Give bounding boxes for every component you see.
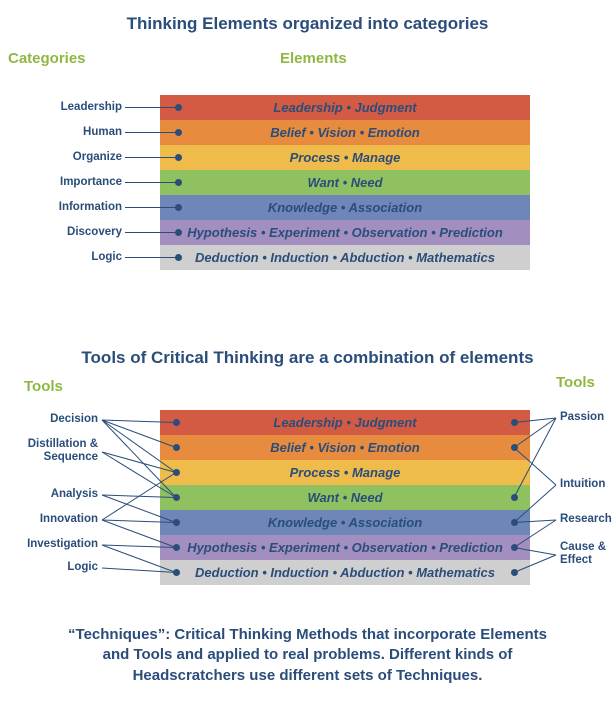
element-row: Process • Manage <box>160 460 530 485</box>
connector-dot <box>175 229 182 236</box>
tool-label-right: Research <box>560 513 612 525</box>
tool-label-left: Innovation <box>40 513 98 525</box>
category-label: Discovery <box>67 226 122 238</box>
label-tools-left: Tools <box>24 378 63 395</box>
connector-dot <box>511 544 518 551</box>
connector-dot <box>175 254 182 261</box>
category-label: Organize <box>73 151 122 163</box>
tool-label-right: Cause &Effect <box>560 541 606 566</box>
label-categories: Categories <box>8 50 86 67</box>
connector-dot <box>173 519 180 526</box>
element-row: Leadership • Judgment <box>160 95 530 120</box>
element-row: Deduction • Induction • Abduction • Math… <box>160 245 530 270</box>
connector-dot <box>511 419 518 426</box>
tool-label-left: Distillation &Sequence <box>28 438 98 463</box>
category-label: Logic <box>91 251 122 263</box>
element-row: Belief • Vision • Emotion <box>160 120 530 145</box>
tool-label-left: Decision <box>50 413 98 425</box>
element-row: Knowledge • Association <box>160 510 530 535</box>
tool-label-left: Analysis <box>51 488 98 500</box>
label-elements: Elements <box>280 50 347 67</box>
connector-dot <box>173 469 180 476</box>
category-label: Information <box>59 201 122 213</box>
connector-dot <box>175 129 182 136</box>
connector-dot <box>175 204 182 211</box>
tool-label-right: Passion <box>560 411 604 423</box>
connector-dot <box>511 519 518 526</box>
element-row: Belief • Vision • Emotion <box>160 435 530 460</box>
tool-label-right: Intuition <box>560 478 605 490</box>
element-row: Leadership • Judgment <box>160 410 530 435</box>
category-label: Leadership <box>61 101 122 113</box>
connector-dot <box>173 444 180 451</box>
element-row: Hypothesis • Experiment • Observation • … <box>160 220 530 245</box>
connector-dot <box>173 544 180 551</box>
chart-2: Leadership • JudgmentBelief • Vision • E… <box>160 410 530 585</box>
chart-1: Leadership • JudgmentBelief • Vision • E… <box>160 95 530 270</box>
element-row: Knowledge • Association <box>160 195 530 220</box>
category-label: Importance <box>60 176 122 188</box>
element-row: Process • Manage <box>160 145 530 170</box>
label-tools-right: Tools <box>556 374 595 391</box>
element-row: Hypothesis • Experiment • Observation • … <box>160 535 530 560</box>
connector-dot <box>511 569 518 576</box>
title-2: Tools of Critical Thinking are a combina… <box>0 348 615 368</box>
connector-dot <box>173 494 180 501</box>
tool-label-left: Investigation <box>27 538 98 550</box>
connector-dot <box>173 419 180 426</box>
element-row: Deduction • Induction • Abduction • Math… <box>160 560 530 585</box>
connector-dot <box>175 154 182 161</box>
connector-dot <box>511 444 518 451</box>
category-label: Human <box>83 126 122 138</box>
connector-dot <box>175 179 182 186</box>
title-1: Thinking Elements organized into categor… <box>0 14 615 34</box>
tool-label-left: Logic <box>67 561 98 573</box>
element-row: Want • Need <box>160 170 530 195</box>
element-row: Want • Need <box>160 485 530 510</box>
connector-dot <box>175 104 182 111</box>
connector-dot <box>173 569 180 576</box>
connector-dot <box>511 494 518 501</box>
footer-text: “Techniques”: Critical Thinking Methods … <box>60 625 555 686</box>
